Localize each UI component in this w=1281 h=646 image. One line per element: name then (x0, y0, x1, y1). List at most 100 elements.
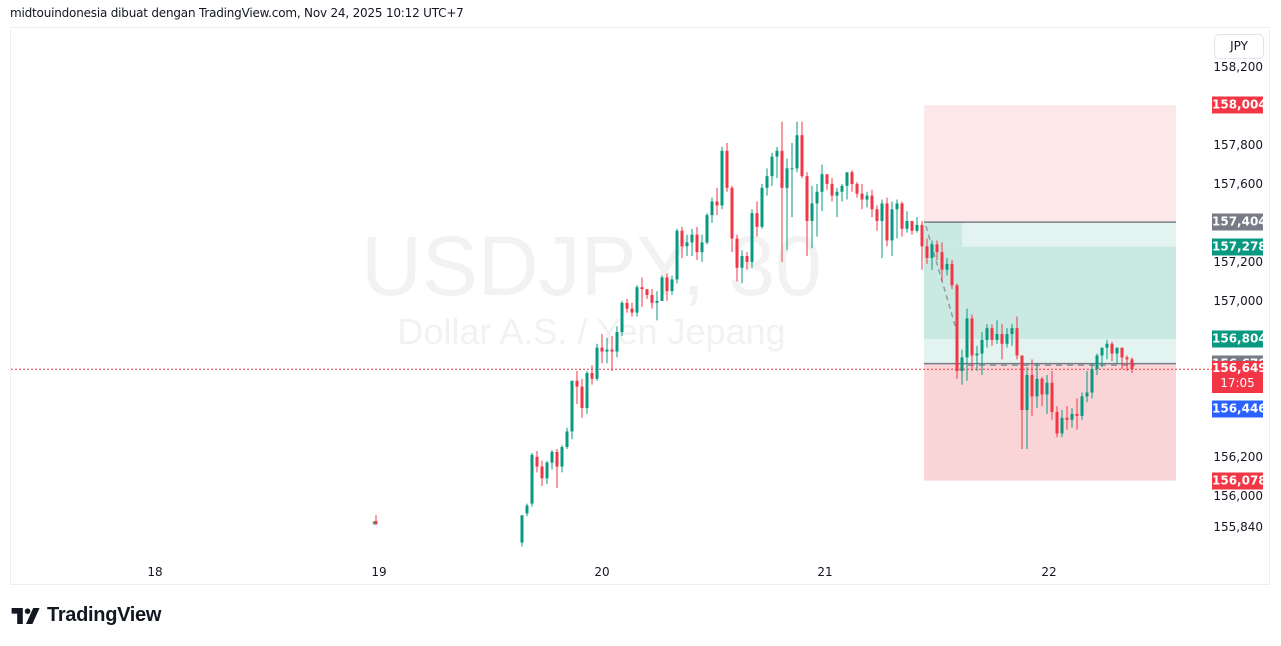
tradingview-logo-text: TradingView (47, 604, 162, 626)
candle-down (610, 349, 614, 352)
price-axis[interactable]: 158,200 157,800 157,600 157,200 157,000 156,2… (1212, 28, 1269, 584)
chart-attribution-header: midtouindonesia dibuat dengan TradingVie… (10, 6, 464, 20)
candle-down (830, 183, 834, 196)
candle-up (620, 302, 624, 333)
candle-down (1110, 343, 1114, 354)
candle-up (770, 156, 774, 177)
tradingview-logo: TradingView (11, 604, 161, 627)
candle-down (650, 295, 654, 303)
candle-down (590, 372, 594, 379)
candle-up (1080, 396, 1084, 416)
candle-down (540, 466, 544, 479)
candle-up (545, 462, 549, 479)
candle-down (950, 263, 954, 286)
candle-down (970, 318, 974, 356)
candle-down (955, 285, 959, 372)
candle-down (745, 256, 749, 262)
candle-up (815, 191, 819, 204)
time-axis-label: 22 (1041, 565, 1057, 579)
candle-up (905, 220, 909, 229)
candle-up (930, 244, 934, 259)
candle-down (1040, 378, 1044, 395)
candle-up (740, 256, 744, 268)
candle-up (975, 353, 979, 356)
candle-up (372, 522, 376, 524)
candle-down (940, 252, 944, 270)
candle-down (735, 238, 739, 268)
price-axis-label: 157,000 (1213, 293, 1263, 308)
candle-up (1090, 369, 1094, 393)
currency-button[interactable]: JPY (1214, 34, 1264, 59)
candle-up (690, 234, 694, 243)
price-axis-label: 157,600 (1213, 176, 1263, 191)
candle-up (720, 150, 724, 206)
candle-up (810, 203, 814, 221)
candle-down (1030, 374, 1034, 397)
time-axis-label: 21 (817, 565, 833, 579)
candle-up (565, 431, 569, 448)
short-stop-zone (924, 105, 1176, 223)
candle-down (640, 287, 644, 290)
price-axis-label: 157,200 (1213, 254, 1263, 269)
candle-up (890, 209, 894, 241)
candle-up (820, 174, 824, 192)
candle-up (985, 328, 989, 340)
chart-plot-area[interactable]: USDJPY, 30 Dollar A.S. / Yen Jepang 18 19… (11, 28, 1212, 584)
candle-up (655, 300, 659, 303)
candle-up (840, 185, 844, 192)
candle-down (875, 209, 879, 221)
candle-up (1095, 355, 1099, 370)
candle-up (1005, 334, 1009, 344)
candle-up (1060, 417, 1064, 434)
candle-down (1000, 334, 1004, 344)
candle-up (1085, 392, 1089, 397)
time-axis-label: 19 (371, 565, 387, 579)
candle-down (920, 224, 924, 247)
candle-down (575, 380, 579, 387)
candle-down (1120, 347, 1124, 358)
price-axis-label: 156,200 (1213, 449, 1263, 464)
candle-down (910, 220, 914, 231)
target-filled-zone (924, 246, 1176, 340)
price-tag: 157,404 (1212, 213, 1267, 231)
candle-down (1015, 328, 1019, 356)
candle-up (685, 242, 689, 247)
candle-up (560, 447, 564, 467)
candle-up (880, 203, 884, 221)
candle-down (630, 308, 634, 313)
candle-down (680, 230, 684, 247)
candle-down (925, 246, 929, 259)
long-stop-zone (924, 363, 1176, 481)
price-axis-label: 157,800 (1213, 137, 1263, 152)
candle-up (520, 515, 524, 543)
candle-up (915, 224, 919, 231)
candle-down (935, 244, 939, 253)
candle-up (670, 279, 674, 292)
candle-down (800, 135, 804, 177)
candle-up (675, 230, 679, 280)
candlestick-chart[interactable] (11, 28, 1212, 584)
price-tag: 156,446 (1212, 400, 1267, 418)
candle-down (855, 183, 859, 194)
candle-down (860, 193, 864, 200)
candle-up (785, 168, 789, 188)
candle-down (1130, 359, 1134, 370)
target-filled-zone-left (924, 222, 962, 247)
candle-up (1035, 378, 1039, 397)
candle-up (710, 201, 714, 216)
candle-up (845, 172, 849, 186)
candle-down (900, 203, 904, 229)
candle-up (865, 195, 869, 200)
candle-down (625, 302, 629, 309)
candle-up (705, 215, 709, 243)
candle-up (530, 454, 534, 504)
candle-down (374, 521, 378, 525)
candle-down (805, 176, 809, 221)
price-tag: 157,278 (1212, 238, 1267, 256)
candle-up (605, 349, 609, 352)
candle-down (885, 203, 889, 241)
candle-down (665, 277, 669, 292)
candle-down (1125, 357, 1129, 360)
price-axis-label: 156,000 (1213, 488, 1263, 503)
candle-up (615, 332, 619, 352)
